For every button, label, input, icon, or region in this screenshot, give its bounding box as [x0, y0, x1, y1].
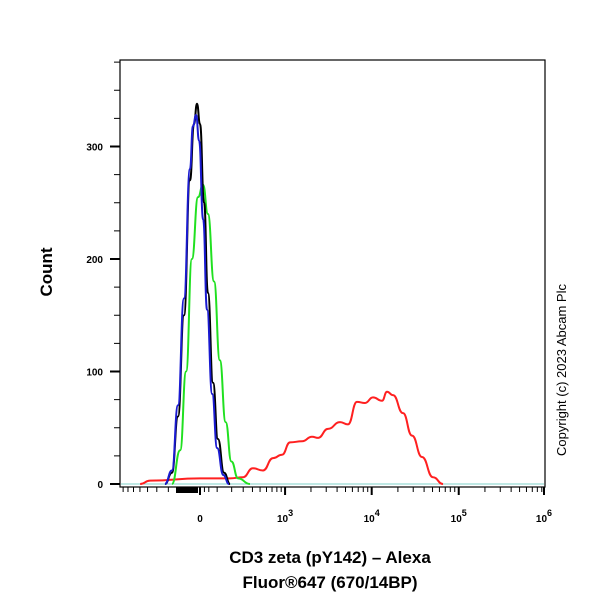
x-tick-label: 106 — [536, 508, 552, 525]
series-line-1 — [170, 183, 251, 485]
copyright-text: Copyright (c) 2023 Abcam Plc — [554, 284, 569, 456]
x-tick-label: 105 — [451, 508, 467, 525]
x-tick-label: 104 — [364, 508, 380, 525]
series-line-3 — [164, 114, 230, 485]
x-axis-title-line-1: CD3 zeta (pY142) – Alexa — [229, 548, 431, 567]
y-tick-label: 200 — [86, 255, 103, 266]
x-tick-label: 103 — [277, 508, 293, 525]
y-axis-title: Count — [37, 247, 56, 296]
y-tick-label: 0 — [97, 480, 103, 491]
x-axis-title-line-2: Fluor®647 (670/14BP) — [242, 573, 417, 592]
x-tick-label: 0 — [197, 514, 203, 525]
y-tick-label: 100 — [86, 368, 103, 379]
x-zero-region-ticks — [176, 487, 198, 493]
series-line-0 — [140, 390, 444, 485]
y-tick-label: 300 — [86, 143, 103, 154]
plot-frame — [119, 59, 546, 488]
